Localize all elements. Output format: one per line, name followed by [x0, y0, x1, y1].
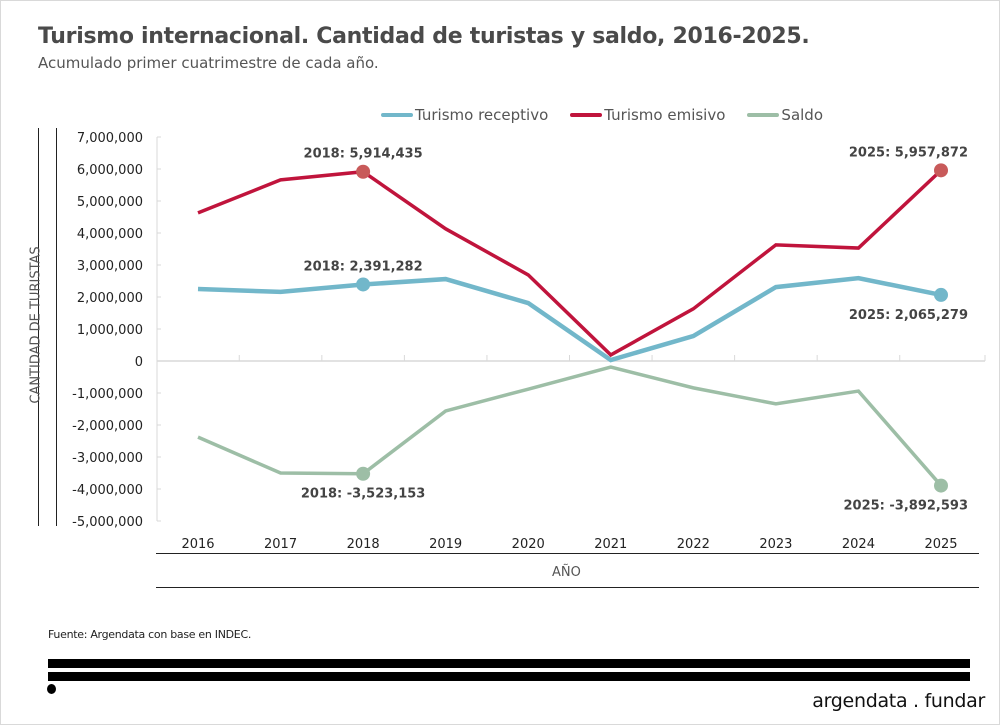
y-tick-label: -4,000,000	[72, 483, 143, 498]
legend-swatch-saldo	[747, 113, 780, 117]
series-line-saldo	[197, 365, 943, 487]
source-note: Fuente: Argendata con base en INDEC.	[48, 628, 252, 641]
series-line-turismo-emisivo	[197, 169, 943, 358]
data-point-marker	[356, 466, 371, 481]
y-tick-label: -2,000,000	[72, 419, 143, 434]
y-axis-rule	[56, 128, 57, 526]
y-tick-label: 6,000,000	[77, 163, 143, 178]
data-label: 2025: -3,892,593	[844, 499, 969, 514]
y-tick-label: 3,000,000	[77, 259, 143, 274]
data-point-marker	[934, 287, 948, 302]
x-axis-rule-top	[156, 553, 979, 554]
x-tick-label: 2024	[842, 537, 875, 552]
y-tick-label: -5,000,000	[72, 515, 143, 530]
chart-subtitle: Acumulado primer cuatrimestre de cada añ…	[38, 54, 379, 72]
data-point-marker	[934, 478, 948, 493]
y-tick-label: -3,000,000	[72, 451, 143, 466]
brand-bar-bottom	[48, 672, 970, 681]
legend-label-emisivo: Turismo emisivo	[604, 106, 726, 124]
legend-item-receptivo[interactable]: Turismo receptivo	[381, 106, 548, 124]
legend: Turismo receptivo Turismo emisivo Saldo	[381, 106, 823, 124]
brand-logo: argendata . fundar	[812, 690, 985, 712]
data-point-marker	[356, 277, 371, 292]
data-label: 2025: 2,065,279	[849, 308, 968, 323]
x-tick-label: 2022	[677, 537, 710, 552]
x-tick-label: 2018	[347, 537, 380, 552]
data-label: 2018: 2,391,282	[304, 259, 423, 274]
legend-label-receptivo: Turismo receptivo	[415, 106, 549, 124]
y-axis-title-bracket	[24, 128, 39, 526]
legend-swatch-emisivo	[570, 113, 603, 117]
line-chart: 7,000,000 6,000,000 5,000,000 4,000,000 3,00…	[72, 131, 986, 552]
x-tick-label: 2019	[429, 537, 462, 552]
x-axis-rule-bottom	[156, 587, 979, 588]
brand-dot	[47, 684, 56, 694]
x-tick-label: 2021	[594, 537, 627, 552]
data-label: 2018: 5,914,435	[304, 147, 423, 162]
data-point-marker	[356, 164, 371, 179]
series-lines	[197, 169, 943, 487]
series-line-turismo-receptivo	[197, 275, 942, 363]
legend-item-saldo[interactable]: Saldo	[747, 106, 823, 124]
y-tick-label: 2,000,000	[77, 291, 143, 306]
axes	[156, 136, 986, 522]
x-tick-label: 2016	[181, 537, 214, 552]
legend-item-emisivo[interactable]: Turismo emisivo	[570, 106, 725, 124]
data-label: 2025: 5,957,872	[849, 145, 968, 160]
y-tick-label: 0	[135, 355, 143, 370]
x-tick-labels: 2016 2017 2018 2019 2020 2021 2022 2023 2024 2025	[181, 537, 957, 552]
x-tick-label: 2020	[512, 537, 545, 552]
x-tick-label: 2023	[759, 537, 792, 552]
y-tick-label: 5,000,000	[77, 195, 143, 210]
data-label: 2018: -3,523,153	[301, 487, 426, 502]
x-tick-label: 2017	[264, 537, 297, 552]
y-tick-label: 7,000,000	[77, 131, 143, 146]
data-labels: 2018: -3,523,153 2025: -3,892,593 2018: 2,…	[301, 145, 968, 513]
series-markers	[356, 163, 948, 493]
y-tick-label: 4,000,000	[77, 227, 143, 242]
chart-title: Turismo internacional. Cantidad de turis…	[38, 24, 810, 49]
y-tick-label: -1,000,000	[72, 387, 143, 402]
y-tick-label: 1,000,000	[77, 323, 143, 338]
legend-label-saldo: Saldo	[781, 106, 824, 124]
brand-bar-top	[48, 659, 970, 668]
y-tick-labels: 7,000,000 6,000,000 5,000,000 4,000,000 3,00…	[72, 131, 143, 530]
legend-swatch-receptivo	[381, 113, 413, 117]
x-axis-title: AÑO	[552, 565, 581, 580]
x-tick-label: 2025	[924, 537, 957, 552]
data-point-marker	[934, 163, 948, 178]
